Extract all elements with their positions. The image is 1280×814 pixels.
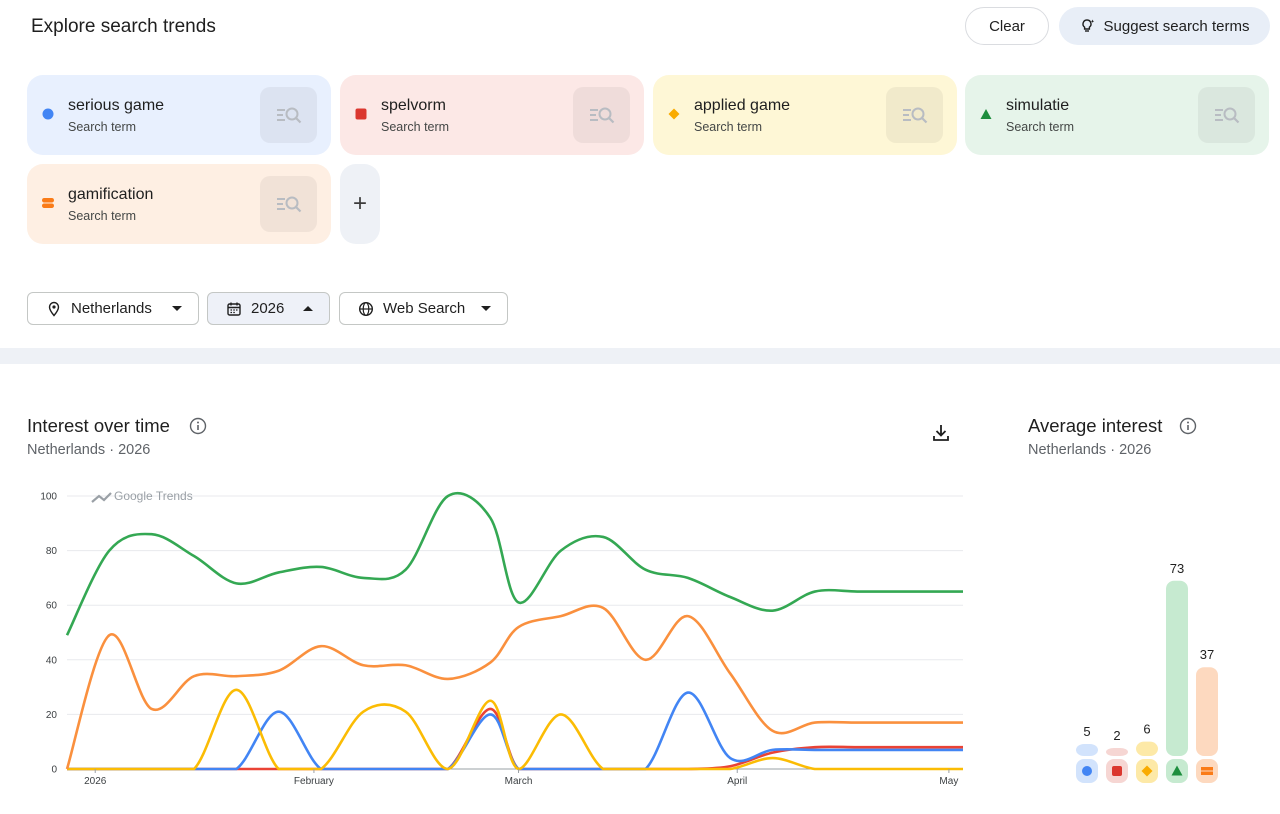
diamond-marker-icon bbox=[1141, 765, 1153, 777]
term-name: simulatie bbox=[1006, 97, 1070, 114]
chevron-down-icon bbox=[172, 306, 182, 311]
x-tick-label: 2026 bbox=[84, 776, 107, 787]
average-value-label: 73 bbox=[1170, 561, 1184, 576]
explore-term-button[interactable] bbox=[573, 87, 630, 143]
top-bar: Explore search trends Clear Suggest sear… bbox=[0, 0, 1280, 60]
average-value-label: 6 bbox=[1143, 722, 1150, 737]
diamond-marker-icon bbox=[668, 108, 680, 120]
y-tick-label: 20 bbox=[46, 710, 58, 721]
term-name: serious game bbox=[68, 97, 165, 114]
term-name: gamification bbox=[68, 186, 154, 203]
triangle-marker-icon bbox=[980, 109, 992, 119]
term-type: Search term bbox=[68, 209, 137, 223]
term-type: Search term bbox=[381, 120, 450, 134]
interest-over-time-chart: 0 20 40 60 80 100 Google Trends 2026 February M… bbox=[40, 489, 963, 787]
term-card-spelvorm[interactable]: spelvorm Search term bbox=[340, 75, 644, 155]
series-line-applied-game bbox=[67, 688, 963, 771]
average-interest-chart: 5 2 6 73 37 bbox=[1076, 561, 1218, 783]
period-filter[interactable]: 2026 bbox=[207, 292, 330, 325]
watermark-label: Google Trends bbox=[114, 489, 193, 503]
average-value-label: 37 bbox=[1200, 647, 1214, 662]
square-marker-icon bbox=[355, 108, 367, 120]
average-bar-spelvorm bbox=[1106, 748, 1128, 756]
globe-icon bbox=[358, 301, 374, 316]
y-tick-label: 60 bbox=[46, 601, 58, 612]
pill-marker-icon bbox=[42, 198, 54, 208]
search-list-icon bbox=[902, 107, 927, 124]
explore-term-button[interactable] bbox=[1198, 87, 1255, 143]
x-tick-label: May bbox=[939, 776, 958, 787]
search-list-icon bbox=[276, 196, 301, 213]
search-list-icon bbox=[589, 107, 614, 124]
y-tick-label: 0 bbox=[51, 765, 57, 776]
search-list-icon bbox=[276, 107, 301, 124]
calendar-icon bbox=[227, 302, 241, 316]
download-icon[interactable] bbox=[930, 422, 952, 444]
term-type: Search term bbox=[694, 120, 763, 134]
average-bar-gamification bbox=[1196, 667, 1218, 756]
square-marker-icon bbox=[1112, 766, 1122, 776]
triangle-marker-icon bbox=[1171, 765, 1183, 776]
pill-marker-icon bbox=[1201, 767, 1213, 775]
term-card-gamification[interactable]: gamification Search term bbox=[27, 164, 331, 244]
y-tick-label: 40 bbox=[46, 655, 58, 666]
interest-over-time-subtitle: Netherlands · 2026 bbox=[27, 442, 151, 458]
term-name: applied game bbox=[694, 97, 791, 114]
average-value-label: 5 bbox=[1083, 724, 1090, 739]
series-line-gamification bbox=[65, 604, 963, 770]
average-bar-applied-game bbox=[1136, 741, 1158, 756]
average-bar-serious-game bbox=[1076, 744, 1098, 756]
x-tick-label: February bbox=[294, 776, 334, 787]
circle-marker-icon bbox=[1082, 766, 1092, 776]
location-filter[interactable]: Netherlands bbox=[27, 292, 199, 325]
interest-over-time-title: Interest over time bbox=[27, 415, 170, 436]
circle-marker-icon bbox=[42, 108, 54, 120]
term-card-serious-game[interactable]: serious game Search term bbox=[27, 75, 331, 155]
chevron-up-icon bbox=[303, 306, 313, 311]
x-tick-label: April bbox=[727, 776, 747, 787]
y-tick-label: 100 bbox=[40, 492, 57, 503]
x-tick-label: March bbox=[505, 776, 533, 787]
term-type: Search term bbox=[68, 120, 137, 134]
lightbulb-sparkle-icon bbox=[1081, 19, 1094, 32]
search-property-label: Web Search bbox=[383, 300, 466, 317]
explore-term-button[interactable] bbox=[260, 87, 317, 143]
suggest-search-terms-button[interactable]: Suggest search terms bbox=[1059, 7, 1270, 45]
term-name: spelvorm bbox=[381, 97, 446, 114]
add-term-button[interactable]: + bbox=[340, 164, 380, 244]
section-divider bbox=[0, 348, 1280, 364]
chevron-down-icon bbox=[481, 306, 491, 311]
info-icon[interactable] bbox=[189, 417, 207, 435]
series-line-simulatie bbox=[65, 491, 963, 636]
term-card-applied-game[interactable]: applied game Search term bbox=[653, 75, 957, 155]
explore-term-button[interactable] bbox=[260, 176, 317, 232]
trend-arrow-icon bbox=[91, 492, 112, 503]
suggest-label: Suggest search terms bbox=[1103, 17, 1250, 35]
explore-term-button[interactable] bbox=[886, 87, 943, 143]
search-list-icon bbox=[1214, 107, 1239, 124]
page-title: Explore search trends bbox=[31, 16, 216, 37]
term-type: Search term bbox=[1006, 120, 1075, 134]
y-tick-label: 80 bbox=[46, 546, 58, 557]
average-value-label: 2 bbox=[1113, 728, 1120, 743]
average-interest-title: Average interest bbox=[1028, 415, 1163, 436]
average-bar-simulatie bbox=[1166, 580, 1188, 756]
info-icon[interactable] bbox=[1179, 417, 1197, 435]
period-filter-label: 2026 bbox=[251, 300, 285, 317]
location-filter-label: Netherlands bbox=[71, 300, 152, 317]
location-pin-icon bbox=[48, 301, 60, 317]
average-interest-subtitle: Netherlands · 2026 bbox=[1028, 442, 1152, 458]
search-property-filter[interactable]: Web Search bbox=[339, 292, 508, 325]
google-trends-watermark: Google Trends bbox=[91, 489, 193, 503]
clear-button[interactable]: Clear bbox=[965, 7, 1049, 45]
average-bar-base bbox=[1196, 759, 1218, 783]
term-card-simulatie[interactable]: simulatie Search term bbox=[965, 75, 1269, 155]
